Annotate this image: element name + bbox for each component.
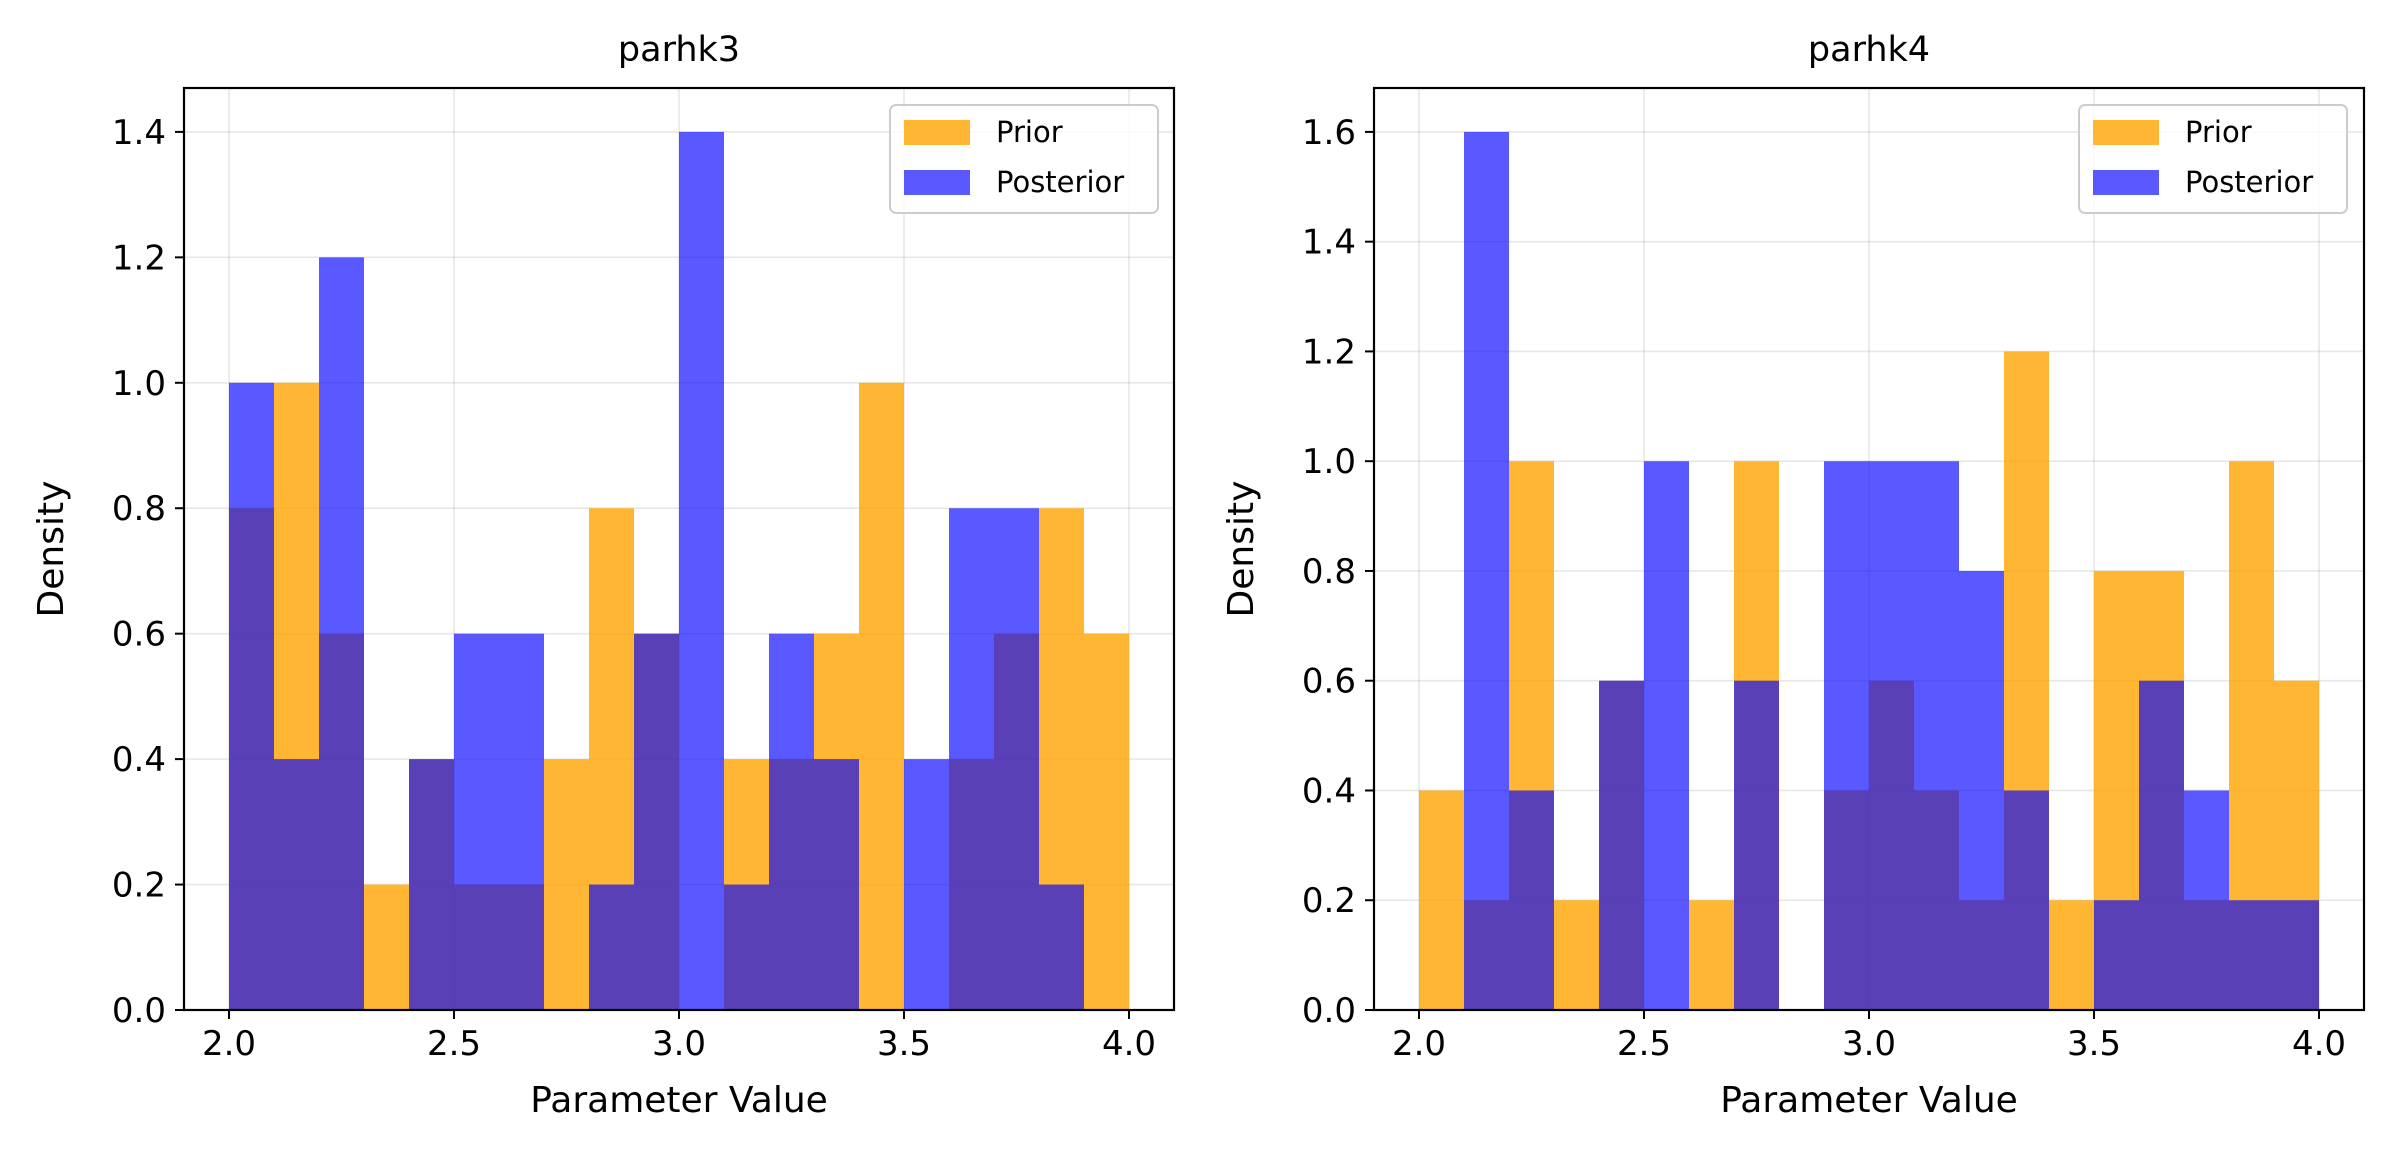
prior-bar	[1084, 633, 1129, 1010]
legend-swatch-posterior	[2093, 170, 2159, 195]
y-tick-label: 1.0	[112, 364, 166, 404]
posterior-bar	[679, 131, 724, 1010]
posterior-bar	[904, 759, 949, 1010]
chart-title: parhk3	[618, 30, 740, 70]
y-tick-label: 1.4	[1302, 223, 1356, 263]
posterior-bar	[1959, 570, 2004, 1010]
posterior-bar	[2229, 900, 2274, 1010]
posterior-bar	[409, 759, 454, 1010]
legend: Prior Posterior	[2078, 104, 2348, 214]
posterior-bar	[229, 382, 274, 1010]
posterior-bar	[949, 508, 994, 1010]
posterior-bar	[2274, 900, 2319, 1010]
x-tick-label: 2.5	[427, 1024, 481, 1064]
y-tick-label: 1.2	[1302, 332, 1356, 372]
posterior-bar	[2094, 900, 2139, 1010]
y-tick-label: 0.0	[112, 991, 166, 1031]
posterior-bar	[1599, 680, 1644, 1010]
x-tick-label: 4.0	[2292, 1024, 2346, 1064]
chart-parhk4: 2.0 2.5 3.0 3.5 4.0 0.0 0.2 0.4 0.6 0.8 1.0 1.2 1.4 1…	[1221, 30, 2366, 1121]
y-tick-label: 0.6	[112, 615, 166, 655]
x-tick-label: 3.5	[877, 1024, 931, 1064]
y-tick-label: 0.4	[112, 740, 166, 780]
prior-bar	[859, 382, 904, 1010]
x-tick-label: 2.0	[202, 1024, 256, 1064]
x-tick-label: 3.5	[2067, 1024, 2121, 1064]
posterior-bar	[454, 633, 499, 1010]
y-tick-label: 0.2	[112, 866, 166, 906]
legend-label-posterior: Posterior	[996, 165, 1124, 199]
posterior-bar	[814, 759, 859, 1010]
posterior-bar	[1869, 461, 1914, 1010]
prior-bar	[1689, 900, 1734, 1010]
posterior-bar	[1644, 461, 1689, 1010]
x-tick-label: 3.0	[1842, 1024, 1896, 1064]
posterior-bar	[319, 257, 364, 1010]
legend-label-prior: Prior	[2185, 115, 2252, 149]
prior-bar	[544, 759, 589, 1010]
prior-bar	[1554, 900, 1599, 1010]
x-axis-label: Parameter Value	[530, 1080, 828, 1121]
posterior-bar	[2184, 790, 2229, 1010]
y-tick-label: 0.8	[1302, 552, 1356, 592]
y-tick-label: 0.2	[1302, 881, 1356, 921]
posterior-bar	[1734, 680, 1779, 1010]
posterior-bar	[2139, 680, 2184, 1010]
legend-label-posterior: Posterior	[2185, 165, 2313, 199]
x-axis-label: Parameter Value	[1720, 1080, 2018, 1121]
legend-swatch-posterior	[904, 170, 970, 195]
y-tick-label: 0.8	[112, 489, 166, 529]
chart-parhk3: 2.0 2.5 3.0 3.5 4.0 0.0 0.2 0.4 0.6 0.8 1.0 1.2 1.4 p…	[31, 30, 1176, 1121]
posterior-bar	[589, 884, 634, 1010]
posterior-bar	[2004, 790, 2049, 1010]
legend-swatch-prior	[2093, 120, 2159, 145]
y-tick-label: 0.4	[1302, 771, 1356, 811]
y-tick-label: 1.2	[112, 238, 166, 278]
posterior-bar	[1914, 461, 1959, 1010]
legend-label-prior: Prior	[996, 115, 1063, 149]
x-tick-label: 2.0	[1392, 1024, 1446, 1064]
posterior-bar	[1039, 884, 1084, 1010]
x-tick-label: 4.0	[1102, 1024, 1156, 1064]
prior-bar	[1419, 790, 1464, 1010]
posterior-bar	[724, 884, 769, 1010]
legend-swatch-prior	[904, 120, 970, 145]
posterior-bar	[274, 759, 319, 1010]
y-tick-label: 0.0	[1302, 991, 1356, 1031]
y-tick-label: 1.0	[1302, 442, 1356, 482]
legend: Prior Posterior	[889, 104, 1159, 214]
posterior-bar	[1464, 131, 1509, 1010]
posterior-bar	[1824, 461, 1869, 1010]
posterior-bar	[994, 508, 1039, 1010]
y-tick-label: 0.6	[1302, 662, 1356, 702]
y-tick-label: 1.4	[112, 113, 166, 153]
y-tick-label: 1.6	[1302, 113, 1356, 153]
chart-title: parhk4	[1808, 30, 1930, 70]
posterior-bar	[634, 633, 679, 1010]
posterior-bar	[499, 633, 544, 1010]
prior-bar	[364, 884, 409, 1010]
posterior-bar	[1509, 790, 1554, 1010]
prior-bar	[2049, 900, 2094, 1010]
x-tick-label: 2.5	[1617, 1024, 1671, 1064]
y-axis-label: Density	[31, 481, 72, 618]
x-tick-label: 3.0	[652, 1024, 706, 1064]
posterior-bar	[769, 633, 814, 1010]
y-axis-label: Density	[1221, 481, 1262, 618]
